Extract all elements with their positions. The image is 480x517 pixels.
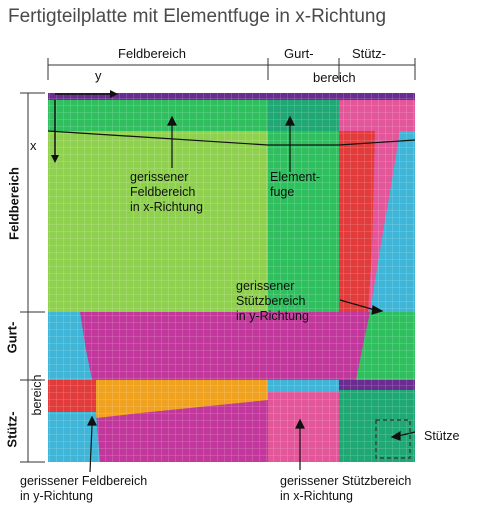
mesh-grid xyxy=(48,93,415,462)
annotation-line: in y-Richtung xyxy=(236,309,309,323)
annotation-line: in y-Richtung xyxy=(20,489,93,503)
left-label-gurt: Gurt- xyxy=(4,321,20,354)
left-label-stuetz: Stütz- xyxy=(4,411,20,448)
annotation-line: gerissener Stützbereich xyxy=(280,474,412,488)
plate xyxy=(48,93,415,462)
annotation-line: gerissener Feldbereich xyxy=(20,474,148,488)
support-column-box xyxy=(375,419,411,459)
top-label-gurt: Gurt- xyxy=(284,46,314,61)
left-label-feldbereich: Feldbereich xyxy=(6,167,22,240)
left-label-bereich: bereich xyxy=(30,374,44,416)
page-title: Fertigteilplatte mit Elementfuge in x-Ri… xyxy=(8,6,387,27)
annotation-cracked-support-x: gerissener Stützbereich in x-Richtung xyxy=(280,474,411,504)
top-label-stuetz: Stütz- xyxy=(352,46,386,61)
annotation-cracked-field-y: gerissener Feldbereich in y-Richtung xyxy=(20,474,147,504)
annotation-support: Stütze xyxy=(424,429,460,443)
axis-label-y: y xyxy=(95,68,102,83)
annotation-line: fuge xyxy=(270,185,295,199)
annotation-line: in x-Richtung xyxy=(130,200,203,214)
top-label-feldbereich: Feldbereich xyxy=(118,46,186,61)
annotation-line: in x-Richtung xyxy=(280,489,353,503)
left-dimension-line xyxy=(20,92,45,463)
annotation-element-joint: Element- fuge xyxy=(270,170,320,200)
annotation-line: gerissener xyxy=(236,279,295,293)
annotation-line: Stützbereich xyxy=(236,294,306,308)
top-dimension-line xyxy=(47,58,416,80)
top-label-bereich: bereich xyxy=(313,70,356,85)
leader-lines xyxy=(47,115,416,473)
axis-arrows xyxy=(51,90,118,163)
annotation-cracked-field-x: gerissener Feldbereich in x-Richtung xyxy=(130,170,203,215)
axis-label-x: x xyxy=(30,138,37,153)
annotation-cracked-support-y: gerissener Stützbereich in y-Richtung xyxy=(236,279,309,324)
annotation-line: Element- xyxy=(270,170,321,184)
annotation-line: gerissener xyxy=(130,170,189,184)
annotation-line: Feldbereich xyxy=(130,185,196,199)
